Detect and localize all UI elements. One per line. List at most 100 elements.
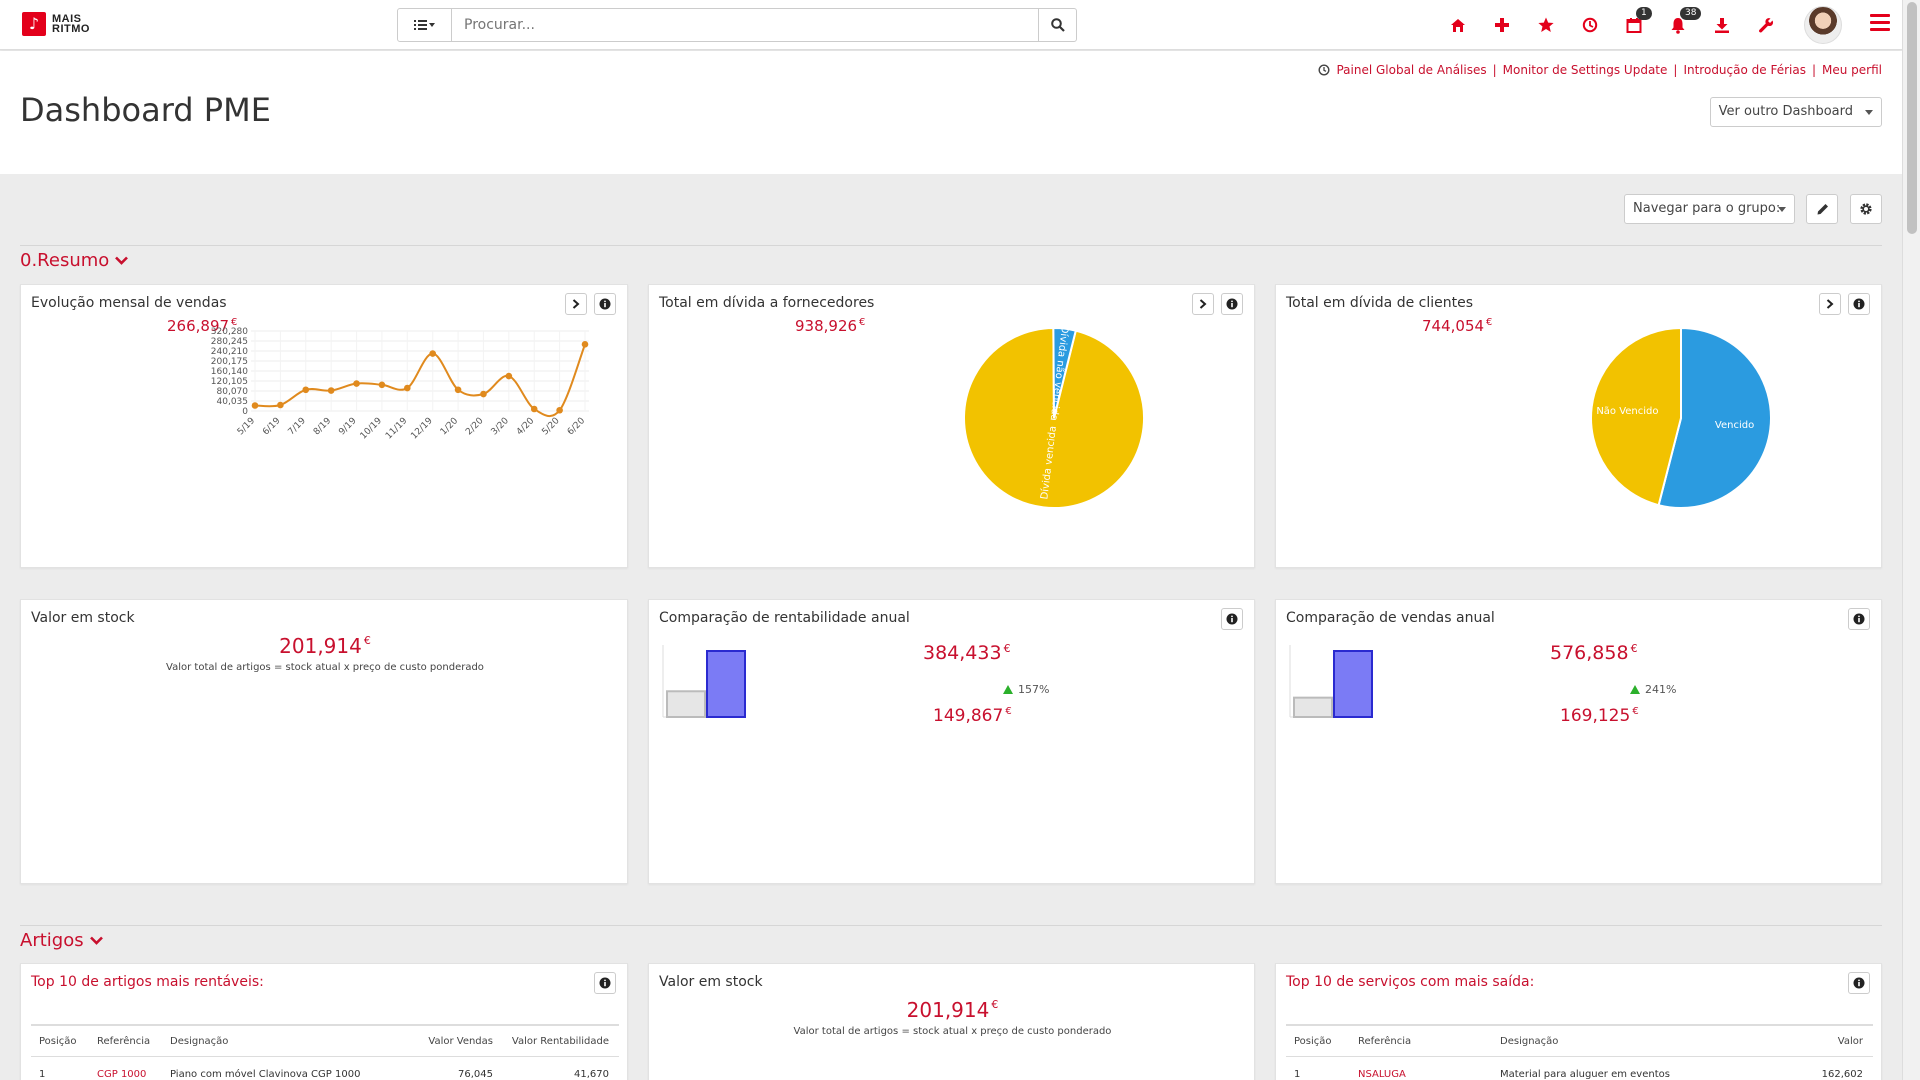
x-tick-label: 3/20 bbox=[490, 416, 512, 438]
history-button[interactable] bbox=[1568, 10, 1612, 40]
link-my-profile[interactable]: Meu perfil bbox=[1822, 63, 1882, 77]
link-settings-monitor[interactable]: Monitor de Settings Update bbox=[1502, 63, 1668, 77]
link-vacation[interactable]: Introdução de Férias bbox=[1683, 63, 1806, 77]
calendar-badge: 1 bbox=[1636, 7, 1652, 20]
dashboard-select[interactable]: Ver outro Dashboard bbox=[1709, 97, 1882, 127]
edit-dashboard-button[interactable] bbox=[1806, 194, 1838, 224]
star-icon bbox=[1538, 17, 1554, 32]
bar-previous bbox=[666, 690, 706, 718]
x-tick-label: 2/20 bbox=[464, 416, 486, 438]
monthly-sales-line-chart: 320,280280,245240,210200,175160,140120,1… bbox=[211, 327, 589, 442]
group-navigation-select[interactable]: Navegar para o grupo: bbox=[1624, 194, 1795, 224]
info-button[interactable] bbox=[594, 293, 616, 315]
user-avatar[interactable] bbox=[1804, 6, 1842, 44]
data-point bbox=[378, 381, 386, 389]
calendar-button[interactable]: 1 bbox=[1612, 7, 1656, 40]
row-reference-link[interactable]: CGP 1000 bbox=[97, 1069, 147, 1080]
x-tick-label: 6/19 bbox=[261, 416, 283, 438]
info-icon bbox=[1226, 613, 1238, 625]
supplier-debt-value: 938,926 € bbox=[795, 317, 866, 335]
top-icons: 1 38 bbox=[1436, 7, 1788, 40]
download-button[interactable] bbox=[1700, 10, 1744, 40]
x-tick-label: 1/20 bbox=[439, 416, 461, 438]
pie-slice-label: Não Vencido bbox=[1596, 406, 1658, 417]
sales-change-indicator: 241% bbox=[1630, 683, 1676, 696]
table-header-position: Posição bbox=[1294, 1036, 1332, 1047]
arrow-up-icon bbox=[1003, 685, 1013, 694]
data-point bbox=[429, 350, 436, 357]
info-button[interactable] bbox=[1848, 608, 1870, 630]
chevron-down-icon bbox=[89, 936, 103, 945]
info-button[interactable] bbox=[1221, 293, 1243, 315]
card-top-services: Top 10 de serviços com mais saída: Posiç… bbox=[1275, 963, 1882, 1080]
data-point bbox=[327, 387, 335, 394]
logo-line1: MAIS bbox=[52, 13, 82, 25]
row-profit: 41,670 bbox=[574, 1069, 609, 1080]
card-sales-comparison: Comparação de vendas anual 576,858 € 241%… bbox=[1275, 599, 1882, 884]
card-supplier-debt: Total em dívida a fornecedores 938,926 € … bbox=[648, 284, 1255, 568]
data-point bbox=[277, 401, 284, 409]
client-debt-pie-chart: Vencido Não Vencido bbox=[1590, 326, 1773, 509]
x-tick-label: 11/19 bbox=[384, 416, 410, 442]
info-button[interactable] bbox=[594, 972, 616, 994]
page-scrollbar[interactable] bbox=[1902, 0, 1920, 1080]
logo-note-icon: ♪ bbox=[22, 12, 46, 36]
add-button[interactable] bbox=[1480, 10, 1524, 40]
bar-current bbox=[706, 650, 746, 718]
notifications-button[interactable]: 38 bbox=[1656, 7, 1702, 40]
data-point bbox=[556, 406, 563, 414]
link-global-panel[interactable]: Painel Global de Análises bbox=[1336, 63, 1487, 77]
search-input[interactable] bbox=[452, 9, 1038, 41]
section-divider bbox=[20, 925, 1882, 926]
pie-slice bbox=[1052, 327, 1077, 419]
info-icon bbox=[1853, 977, 1865, 989]
y-tick-label: 160,140 bbox=[211, 367, 248, 377]
main-menu-button[interactable] bbox=[1870, 14, 1890, 34]
home-button[interactable] bbox=[1436, 10, 1480, 40]
chevron-down-icon bbox=[115, 256, 129, 265]
card-title: Valor em stock bbox=[659, 974, 763, 990]
clock-icon bbox=[1582, 17, 1598, 33]
stock-value-2: 201,914 € bbox=[906, 998, 999, 1022]
scrollbar-thumb[interactable] bbox=[1907, 2, 1917, 234]
favorites-button[interactable] bbox=[1524, 10, 1568, 40]
card-stock-value-2: Valor em stock 201,914 € Valor total de a… bbox=[648, 963, 1255, 1080]
table-header-value: Valor bbox=[1837, 1036, 1863, 1047]
card-top-articles: Top 10 de artigos mais rentáveis: Posiçã… bbox=[20, 963, 628, 1080]
profit-change-indicator: 157% bbox=[1003, 683, 1049, 696]
info-icon bbox=[599, 298, 611, 310]
info-icon bbox=[1853, 613, 1865, 625]
search-scope-menu[interactable] bbox=[398, 9, 452, 41]
table-header-border bbox=[31, 1024, 619, 1026]
section-artigos-title: Artigos bbox=[20, 930, 84, 951]
section-artigos-toggle[interactable]: Artigos bbox=[20, 930, 103, 951]
card-title: Evolução mensal de vendas bbox=[31, 295, 227, 311]
info-button[interactable] bbox=[1848, 972, 1870, 994]
row-reference-link[interactable]: NSALUGA bbox=[1358, 1069, 1406, 1080]
row-description: Piano com móvel Clavinova CGP 1000 bbox=[170, 1069, 361, 1080]
stock-value-note-2: Valor total de artigos = stock atual x p… bbox=[793, 1026, 1112, 1037]
settings-button[interactable] bbox=[1850, 194, 1882, 224]
chevron-right-icon bbox=[1199, 299, 1207, 309]
card-profit-comparison: Comparação de rentabilidade anual 384,43… bbox=[648, 599, 1255, 884]
app-logo[interactable]: ♪ MAIS RITMO bbox=[22, 12, 90, 36]
y-tick-label: 240,210 bbox=[211, 347, 248, 357]
info-button[interactable] bbox=[1221, 608, 1243, 630]
card-stock-value: Valor em stock 201,914 € Valor total de a… bbox=[20, 599, 628, 884]
info-icon bbox=[1853, 298, 1865, 310]
info-button[interactable] bbox=[1848, 293, 1870, 315]
open-details-button[interactable] bbox=[1819, 293, 1841, 315]
search-button[interactable] bbox=[1038, 9, 1076, 41]
page-title: Dashboard PME bbox=[20, 91, 271, 129]
open-details-button[interactable] bbox=[1192, 293, 1214, 315]
data-point bbox=[530, 405, 538, 413]
open-details-button[interactable] bbox=[565, 293, 587, 315]
pie-slice bbox=[1657, 326, 1773, 509]
y-tick-label: 80,070 bbox=[217, 387, 249, 397]
data-point bbox=[581, 341, 589, 348]
tools-button[interactable] bbox=[1744, 10, 1788, 40]
y-tick-label: 0 bbox=[242, 407, 248, 417]
section-resumo-toggle[interactable]: 0.Resumo bbox=[20, 250, 129, 271]
data-point bbox=[480, 390, 487, 398]
